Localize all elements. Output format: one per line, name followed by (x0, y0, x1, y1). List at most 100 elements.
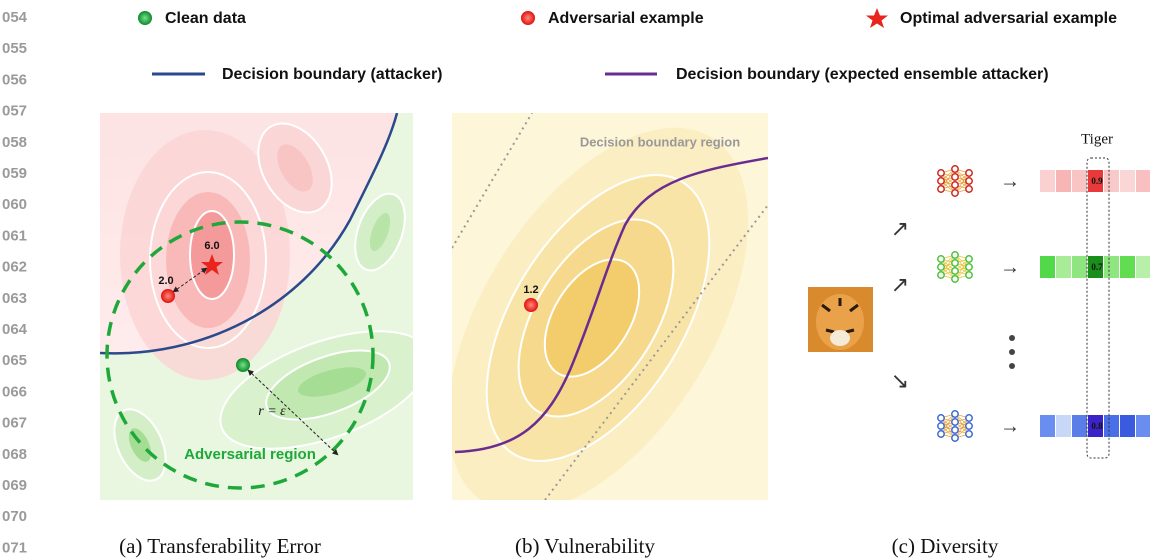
image-muzzle (830, 330, 850, 346)
legend-optimal-marker (866, 8, 888, 28)
arrow-glyph: → (1000, 170, 1020, 192)
class-label: Tiger (1081, 131, 1113, 147)
arrow-glyph: → (1000, 415, 1020, 437)
panel-a: 6.0 2.0 r = ε Adversarial region (100, 110, 445, 500)
line-number: 061 (2, 227, 27, 244)
page: Figure html, body { margin: 0; padding: … (0, 0, 1150, 560)
annotation: 1.2 (523, 284, 538, 296)
line-number: 069 (2, 477, 27, 494)
adversarial-point (524, 298, 538, 312)
arrow-glyph: → (1000, 256, 1020, 278)
networks: → 0.9 → 0.7 → 0.8 (938, 166, 1150, 441)
clean-point (236, 358, 250, 372)
line-number: 071 (2, 539, 27, 556)
network-node (952, 435, 958, 441)
score-cell (1040, 256, 1055, 278)
score-cell (1120, 415, 1135, 437)
score-cell (1040, 170, 1055, 192)
network-node (938, 431, 944, 437)
line-number: 066 (2, 383, 27, 400)
score-cell (1056, 256, 1071, 278)
line-number: 059 (2, 165, 27, 182)
score-cell (1072, 256, 1087, 278)
network: → 0.7 (938, 252, 1150, 282)
arrow-glyph: ↗ (891, 216, 909, 241)
network-node (966, 264, 972, 270)
legend-label: Decision boundary (expected ensemble att… (676, 66, 1049, 83)
arrow-glyph: ↘ (891, 368, 909, 393)
score-cell (1072, 170, 1087, 192)
network-node (952, 411, 958, 417)
network-node (938, 256, 944, 262)
network-node (952, 174, 958, 180)
annotation: 6.0 (204, 240, 219, 252)
network-node (966, 178, 972, 184)
score-label: 0.8 (1091, 421, 1103, 431)
line-number: 065 (2, 352, 27, 369)
network-node (966, 186, 972, 192)
line-number: 063 (2, 290, 27, 307)
legend-label: Optimal adversarial example (900, 10, 1117, 27)
network-node (952, 427, 958, 433)
network-node (938, 264, 944, 270)
network-node (938, 178, 944, 184)
score-cell (1120, 170, 1135, 192)
class-column (1087, 158, 1109, 458)
legend-clean-marker (138, 11, 152, 25)
network-node (952, 190, 958, 196)
network-node (952, 276, 958, 282)
legend-label: Adversarial example (548, 10, 704, 27)
arrow-glyph: ↗ (891, 272, 909, 297)
legend: Clean data Adversarial example Optimal a… (138, 8, 1117, 83)
line-number: 056 (2, 71, 27, 88)
network-node (952, 166, 958, 172)
network-node (966, 415, 972, 421)
ellipsis-dot (1009, 363, 1015, 369)
score-cell (1136, 415, 1150, 437)
region-label: Adversarial region (184, 446, 316, 463)
score-cell (1104, 170, 1119, 192)
score-cell (1056, 170, 1071, 192)
network: → 0.8 (938, 411, 1150, 441)
score-cell (1104, 256, 1119, 278)
annotation: 2.0 (158, 275, 173, 287)
panel-c: ↗ ↗ ↘ → 0.9 → 0.7 → 0.8 Tiger (808, 131, 1150, 458)
body: {"line_numbers": ["054","055","056","057… (0, 0, 1150, 560)
line-number: 067 (2, 415, 27, 432)
tiger-image (808, 287, 873, 352)
ellipsis-dot (1009, 349, 1015, 355)
caption: (a) Transferability Error (119, 534, 321, 558)
network-node (938, 170, 944, 176)
score-label: 0.9 (1091, 176, 1103, 186)
score-cell (1104, 415, 1119, 437)
network-node (952, 252, 958, 258)
region-label: Decision boundary region (580, 134, 740, 149)
network-node (966, 272, 972, 278)
line-number: 058 (2, 134, 27, 151)
line-number: 060 (2, 196, 27, 213)
figure: 054 055 056 057 058 059 060 061 062 063 064 065 066 0… (0, 0, 1150, 560)
score-cell (1120, 256, 1135, 278)
line-number: 054 (2, 9, 28, 26)
network-node (938, 423, 944, 429)
network-node (952, 182, 958, 188)
legend-label: Decision boundary (attacker) (222, 66, 443, 83)
score-cell (1056, 415, 1071, 437)
legend-label: Clean data (165, 10, 246, 27)
network-node (952, 260, 958, 266)
network-node (938, 186, 944, 192)
line-number: 057 (2, 103, 27, 120)
radius-label: r = ε (258, 404, 286, 419)
score-cell (1040, 415, 1055, 437)
network-node (952, 419, 958, 425)
network-node (938, 415, 944, 421)
line-number: 064 (2, 321, 28, 338)
score-cell (1136, 256, 1150, 278)
network-node (966, 170, 972, 176)
line-number: 055 (2, 40, 27, 57)
network-node (938, 272, 944, 278)
panel-b: 1.2 Decision boundary region (387, 77, 810, 560)
score-label: 0.7 (1091, 262, 1103, 272)
line-number: 062 (2, 259, 27, 276)
legend-adversarial-marker (521, 11, 535, 25)
